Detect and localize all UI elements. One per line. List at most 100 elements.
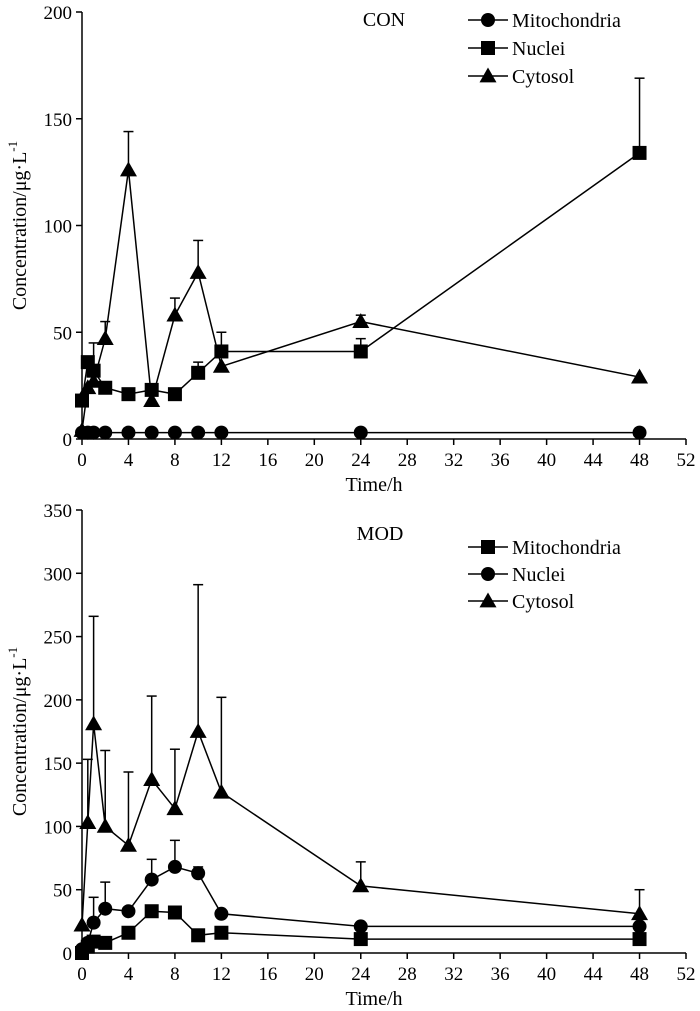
- panel-label: MOD: [357, 523, 404, 545]
- x-tick-label: 24: [351, 964, 371, 985]
- legend-label: Nuclei: [512, 38, 566, 60]
- data-point: [353, 919, 368, 934]
- data-point: [189, 723, 207, 738]
- data-point: [121, 925, 136, 940]
- data-point: [86, 425, 101, 440]
- x-tick-label: 32: [444, 964, 463, 985]
- series-line: [81, 169, 640, 431]
- data-point: [73, 421, 91, 437]
- data-point: [632, 919, 647, 934]
- series-cytosol: [73, 583, 649, 932]
- data-point: [73, 916, 91, 932]
- legend-label: Cytosol: [512, 591, 575, 613]
- y-tick-label: 100: [44, 817, 73, 838]
- data-point: [166, 306, 184, 322]
- legend-marker: [481, 567, 495, 581]
- data-point: [85, 715, 103, 731]
- data-point: [98, 901, 113, 916]
- data-point: [352, 877, 370, 893]
- data-point: [96, 817, 114, 833]
- x-tick-label: 44: [584, 964, 604, 985]
- series-cytosol: [73, 130, 649, 437]
- data-point: [144, 425, 159, 440]
- x-tick-label: 20: [305, 450, 324, 471]
- y-tick-label: 150: [44, 754, 73, 775]
- x-tick-label: 4: [124, 964, 134, 985]
- data-point: [80, 935, 95, 950]
- x-tick-label: 0: [77, 964, 87, 985]
- data-point: [167, 905, 182, 920]
- x-tick-label: 20: [305, 964, 324, 985]
- data-point: [143, 771, 161, 786]
- data-point: [191, 425, 206, 440]
- y-axis-title: Concentration/μg·L-1: [5, 141, 31, 310]
- y-tick-label: 50: [53, 323, 72, 344]
- legend-label: Mitochondria: [512, 537, 621, 559]
- chart-panel-mod: 0 4 8 12 16 20 24 28 32 36 40 44 48 52050100150200250…: [5, 501, 696, 1010]
- data-point: [191, 365, 206, 380]
- data-point: [214, 425, 229, 440]
- data-point: [353, 932, 368, 947]
- data-point: [98, 935, 113, 950]
- y-axis-title-exponent: -1: [5, 141, 20, 152]
- legend-marker: [481, 13, 495, 27]
- data-point: [632, 425, 647, 440]
- legend-marker: [479, 592, 497, 608]
- y-tick-label: 250: [44, 628, 73, 649]
- x-tick-label: 28: [398, 450, 417, 471]
- data-point: [85, 372, 103, 388]
- x-tick-label: 44: [584, 450, 604, 471]
- x-tick-label: 12: [212, 964, 231, 985]
- x-axis-title: Time/h: [345, 988, 402, 1010]
- data-point: [631, 368, 649, 384]
- x-tick-label: 8: [170, 450, 180, 471]
- legend-marker: [481, 540, 495, 554]
- x-tick-label: 8: [170, 964, 180, 985]
- data-point: [98, 380, 113, 395]
- series-mitochondria: [75, 425, 647, 440]
- x-tick-label: 36: [491, 450, 510, 471]
- y-tick-label: 300: [44, 564, 73, 585]
- x-tick-label: 12: [212, 450, 231, 471]
- y-tick-label: 350: [44, 501, 73, 522]
- y-tick-label: 0: [63, 430, 73, 451]
- y-tick-label: 150: [44, 110, 73, 131]
- data-point: [119, 836, 137, 852]
- y-axis-title-base: Concentration/μg·L: [9, 152, 31, 310]
- legend-marker: [481, 41, 495, 55]
- data-point: [143, 392, 161, 407]
- y-axis-title-base: Concentration/μg·L: [9, 658, 31, 816]
- x-tick-label: 24: [351, 450, 371, 471]
- data-point: [632, 145, 647, 160]
- series-line: [81, 723, 640, 926]
- series-line: [81, 152, 640, 401]
- data-point: [86, 915, 101, 930]
- x-tick-label: 16: [258, 450, 277, 471]
- x-tick-label: 40: [537, 450, 556, 471]
- data-point: [119, 161, 137, 177]
- data-point: [191, 866, 206, 881]
- chart-panel-con: 0 4 8 12 16 20 24 28 32 36 40 44 48 52050100150200Tim…: [5, 3, 696, 496]
- data-point: [632, 932, 647, 947]
- x-tick-label: 0: [77, 450, 87, 471]
- legend-label: Mitochondria: [512, 10, 621, 32]
- y-tick-label: 50: [53, 881, 72, 902]
- panel-label: CON: [363, 9, 405, 31]
- series-nuclei: [75, 77, 647, 408]
- x-tick-label: 40: [537, 964, 556, 985]
- y-axis-title: Concentration/μg·L-1: [5, 647, 31, 816]
- y-tick-label: 200: [44, 691, 73, 712]
- data-point: [96, 330, 114, 346]
- data-point: [121, 425, 136, 440]
- legend-marker: [479, 67, 497, 83]
- y-tick-label: 0: [63, 944, 73, 965]
- x-tick-label: 48: [630, 964, 649, 985]
- data-point: [144, 872, 159, 887]
- data-point: [212, 783, 230, 799]
- data-point: [191, 928, 206, 943]
- data-point: [214, 906, 229, 921]
- y-axis-title-exponent: -1: [5, 647, 20, 658]
- data-point: [189, 263, 207, 279]
- x-tick-label: 52: [677, 450, 696, 471]
